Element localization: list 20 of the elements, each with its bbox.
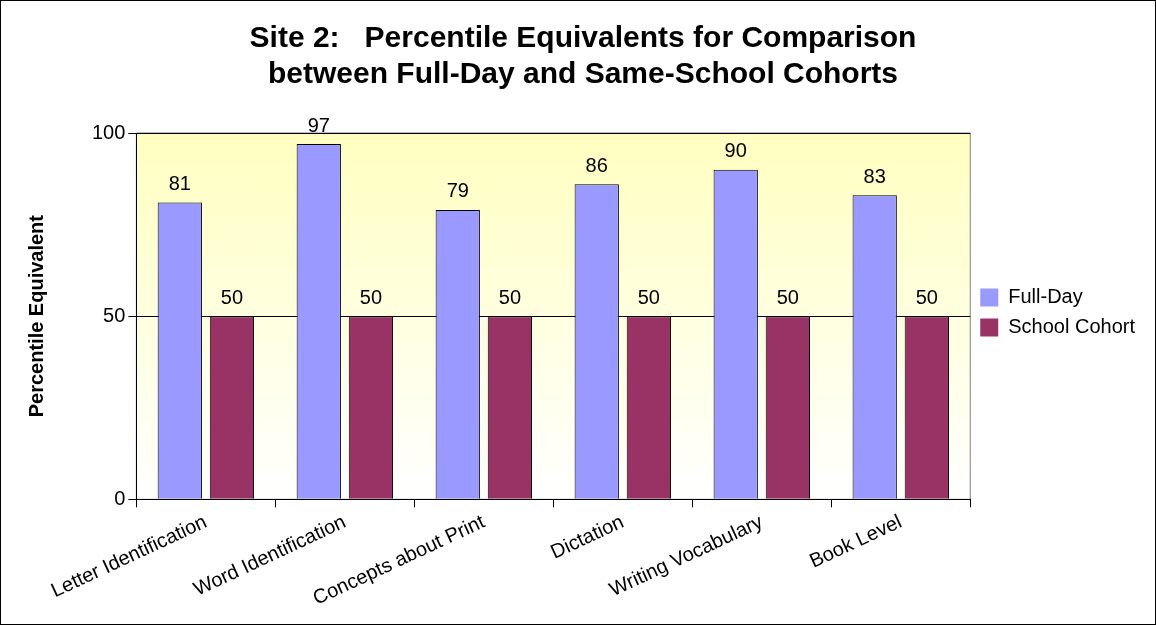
data-label: 50 [637,285,660,308]
data-label: 90 [724,139,747,162]
y-tick-label: 50 [103,303,126,326]
data-label: 50 [915,285,938,308]
data-label: 83 [863,164,886,187]
legend-label: School Cohort [1008,315,1136,338]
data-label: 50 [776,285,799,308]
chart-title: Site 2: Percentile Equivalents for Comparison between Full-Day and Same-School Cohorts [249,20,917,90]
data-label: 50 [359,285,383,308]
x-tick-label: Book Level [805,509,905,572]
data-label: 81 [168,172,191,195]
data-label: 79 [446,179,469,202]
data-label: 50 [498,285,522,308]
legend-label: Full-Day [1008,285,1083,308]
data-label: 86 [585,153,608,176]
y-axis-title: Percentile Equivalent [24,214,47,418]
y-tick-label: 0 [114,486,126,509]
data-label: 50 [220,285,244,308]
y-tick-label: 100 [91,120,126,143]
data-label: 97 [307,113,330,136]
